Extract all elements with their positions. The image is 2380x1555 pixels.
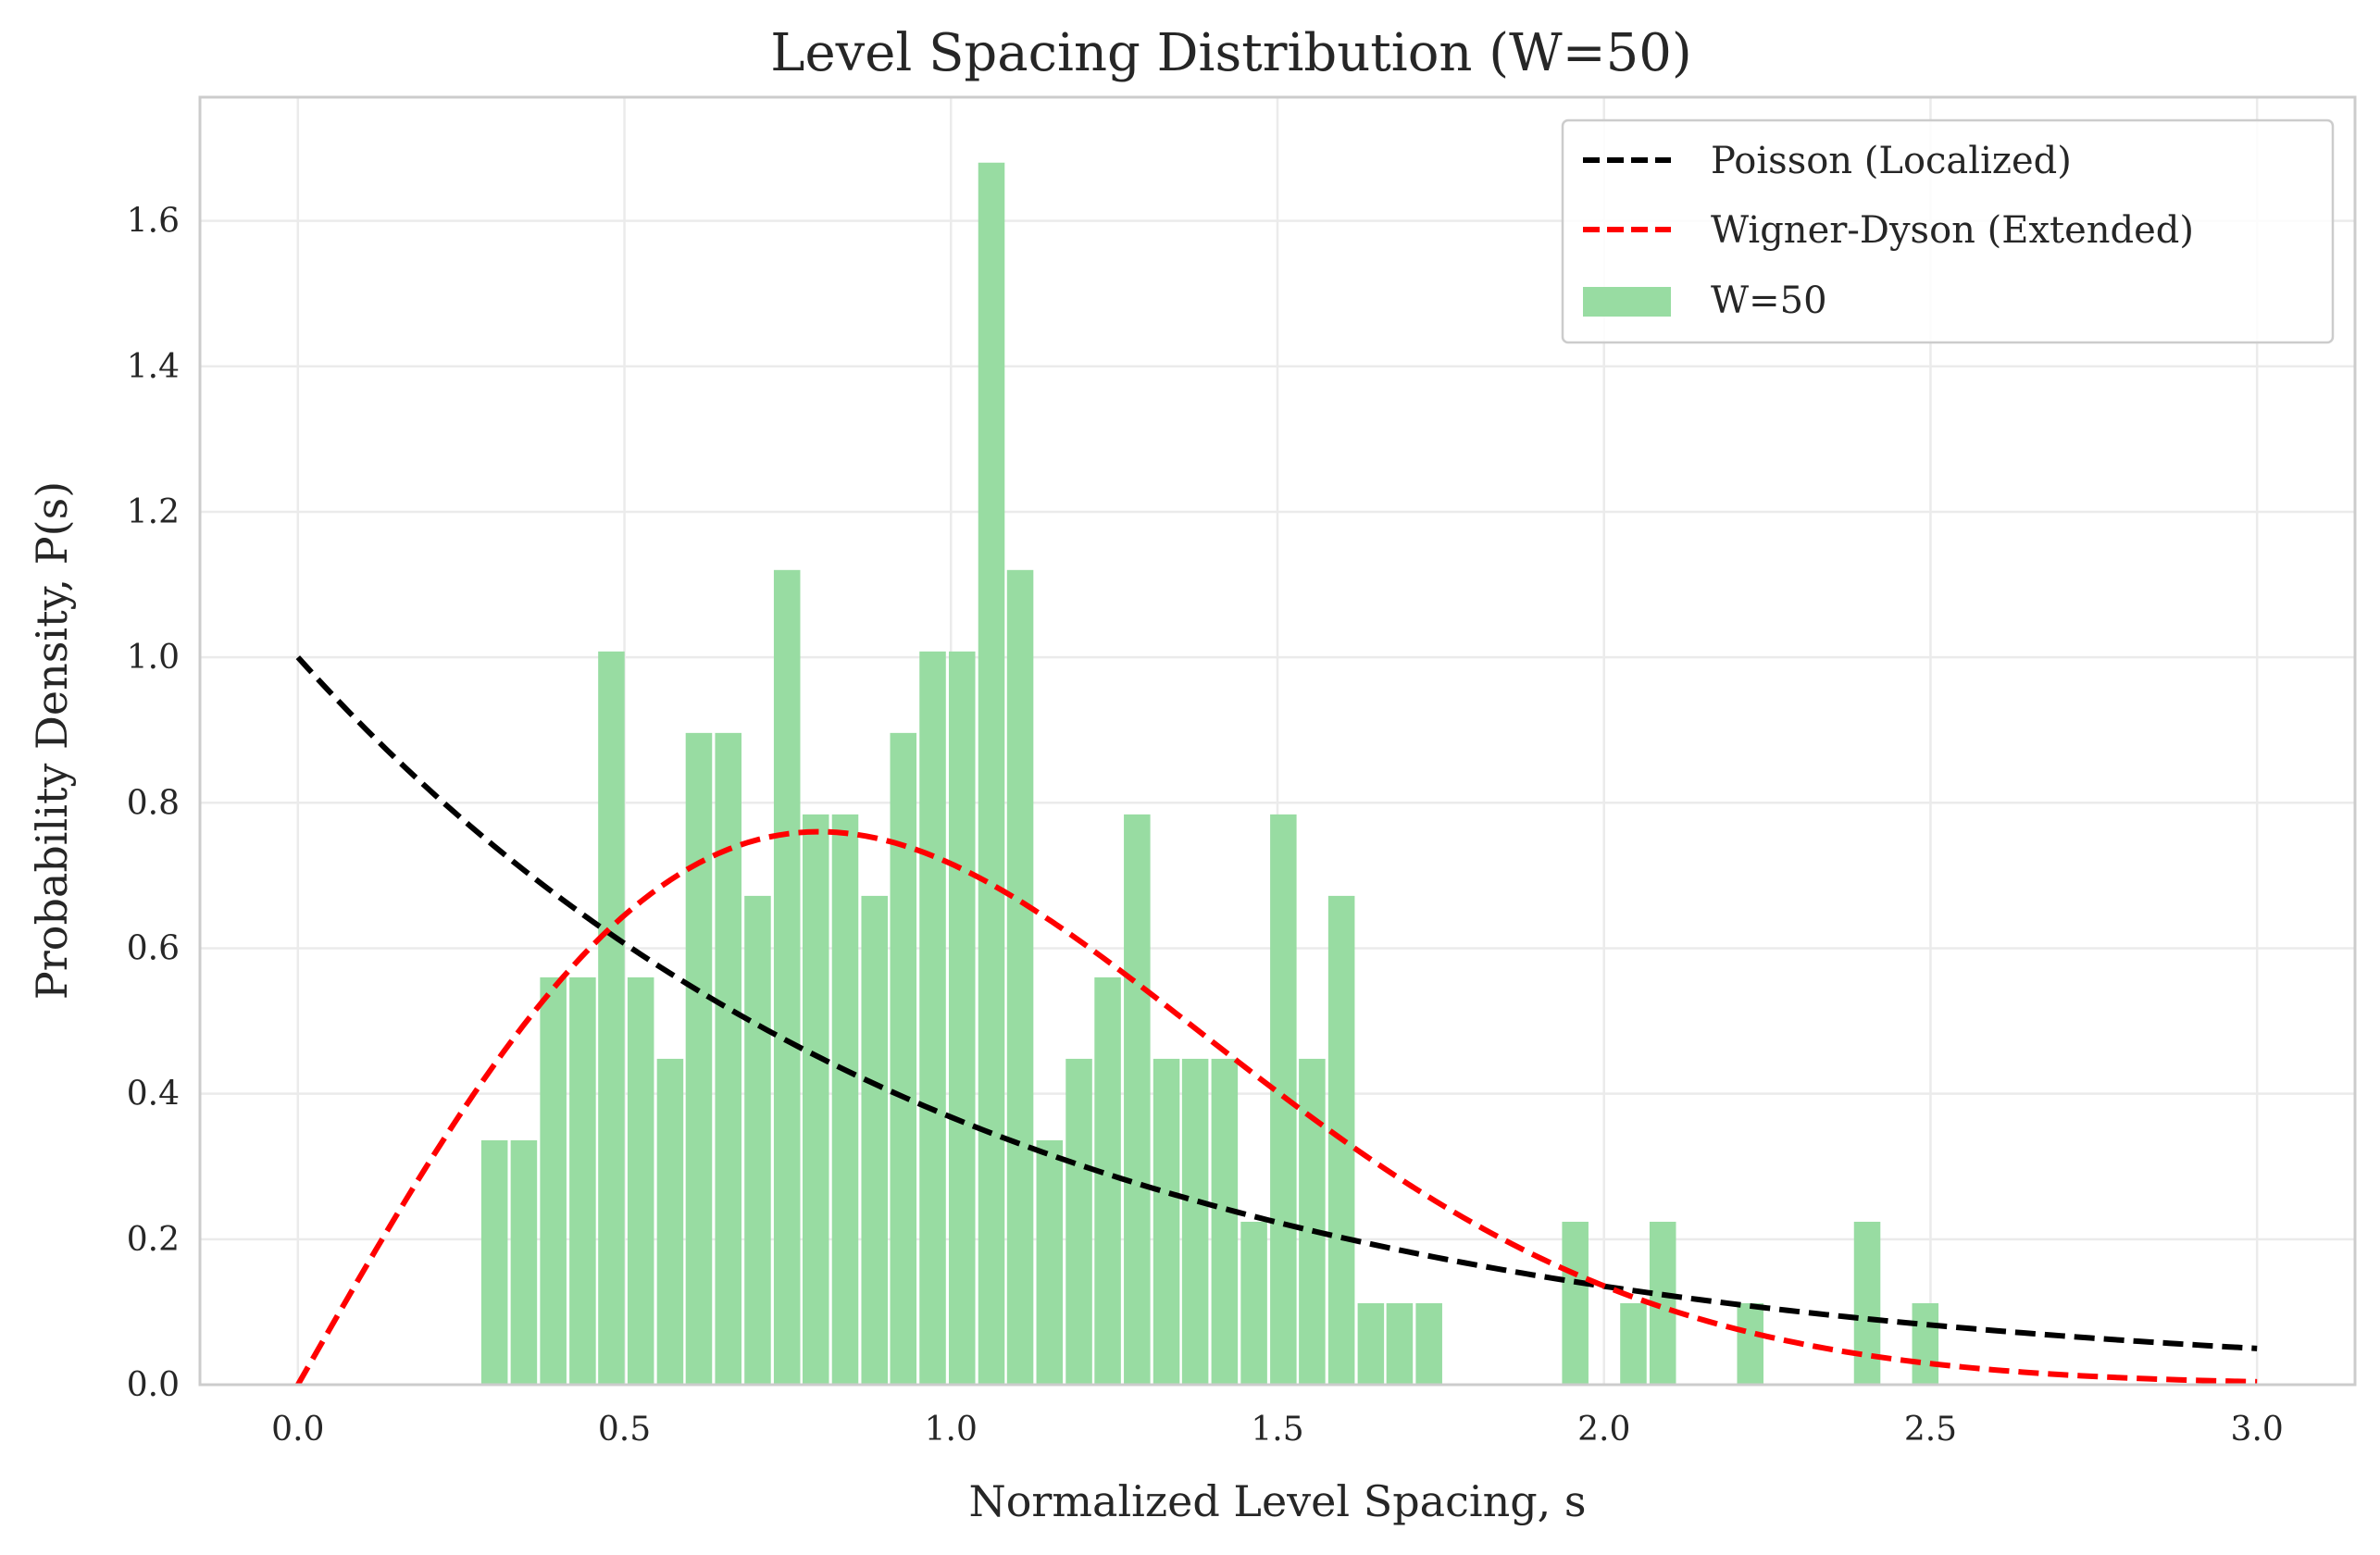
histogram-bar	[1415, 1302, 1442, 1385]
x-tick-label: 2.5	[1904, 1411, 1957, 1449]
legend-histogram-label: W=50	[1711, 280, 1827, 322]
histogram-bar	[1357, 1302, 1385, 1385]
x-tick-label: 3.0	[2231, 1411, 2284, 1449]
histogram-bar	[861, 895, 889, 1385]
histogram-bar	[1181, 1058, 1209, 1385]
x-tick-label: 2.0	[1577, 1411, 1630, 1449]
x-tick-label: 0.0	[271, 1411, 324, 1449]
histogram-bar	[1006, 569, 1034, 1385]
histogram-bar	[715, 732, 741, 1385]
x-tick-labels: 0.0 0.5 1.0 1.5 2.0 2.5 3.0	[271, 1411, 2284, 1449]
x-tick-label: 1.0	[925, 1411, 978, 1449]
y-tick-labels: 0.0 0.2 0.4 0.6 0.8 1.0 1.2 1.4 1.6	[127, 203, 180, 1404]
x-tick-label: 0.5	[598, 1411, 651, 1449]
y-tick-label: 0.8	[127, 784, 180, 822]
legend-box	[1561, 118, 2335, 344]
histogram-bar	[831, 814, 859, 1385]
histogram-bar	[1386, 1302, 1414, 1385]
histogram-bar	[890, 732, 917, 1385]
y-tick-label: 1.6	[127, 203, 180, 241]
x-tick-label: 1.5	[1251, 1411, 1303, 1449]
histogram-bar	[540, 977, 567, 1385]
y-tick-label: 0.6	[127, 929, 180, 967]
legend-wigner-dyson-label: Wigner-Dyson (Extended)	[1711, 209, 2194, 252]
histogram-bar	[919, 651, 946, 1385]
y-axis-title: Probability Density, P(s)	[27, 481, 77, 1000]
histogram-bar	[598, 651, 625, 1385]
histogram-bar	[1299, 1058, 1326, 1385]
legend-histogram-swatch	[1583, 287, 1671, 317]
histogram-bar	[744, 895, 771, 1385]
histogram-bar	[1853, 1221, 1881, 1385]
x-axis-title: Normalized Level Spacing, s	[968, 1476, 1586, 1526]
poisson-curve	[295, 655, 2258, 1351]
histogram-bar	[1211, 1058, 1239, 1385]
histogram-bar	[978, 162, 1005, 1386]
histogram-bar	[1065, 1058, 1092, 1385]
y-tick-label: 0.0	[127, 1366, 180, 1404]
histogram-bar	[1240, 1221, 1267, 1385]
curves	[295, 655, 2258, 1387]
plot-frame	[198, 95, 2357, 1387]
histogram-bar	[656, 1058, 684, 1385]
y-tick-label: 0.2	[127, 1221, 180, 1259]
histogram-bar	[685, 732, 713, 1385]
chart-title: Level Spacing Distribution (W=50)	[770, 23, 1691, 83]
histogram-bar	[948, 651, 976, 1385]
y-tick-label: 1.0	[127, 639, 180, 677]
histogram-bar	[1562, 1221, 1589, 1385]
histogram-bar	[627, 977, 654, 1385]
histogram-bar	[510, 1139, 538, 1385]
histogram-bar	[1737, 1302, 1764, 1385]
histogram-bar	[1153, 1058, 1180, 1385]
legend-poisson-label: Poisson (Localized)	[1711, 140, 2072, 182]
y-tick-label: 0.4	[127, 1076, 180, 1113]
histogram-bar	[1094, 977, 1121, 1385]
histogram-bar	[773, 569, 801, 1385]
y-tick-label: 1.4	[127, 348, 180, 386]
histogram-bar	[1620, 1302, 1647, 1385]
legend: Poisson (Localized) Wigner-Dyson (Extend…	[1561, 118, 2335, 344]
histogram-bar	[569, 977, 596, 1385]
histogram-bar	[1124, 814, 1151, 1385]
histogram-bar	[802, 814, 829, 1385]
wigner-dyson-curve	[295, 828, 2258, 1387]
histogram-bar	[1912, 1302, 1939, 1385]
histogram-bars	[480, 162, 1939, 1386]
y-tick-label: 1.2	[127, 493, 180, 531]
histogram-bar	[1036, 1139, 1064, 1385]
histogram-bar	[480, 1139, 508, 1385]
